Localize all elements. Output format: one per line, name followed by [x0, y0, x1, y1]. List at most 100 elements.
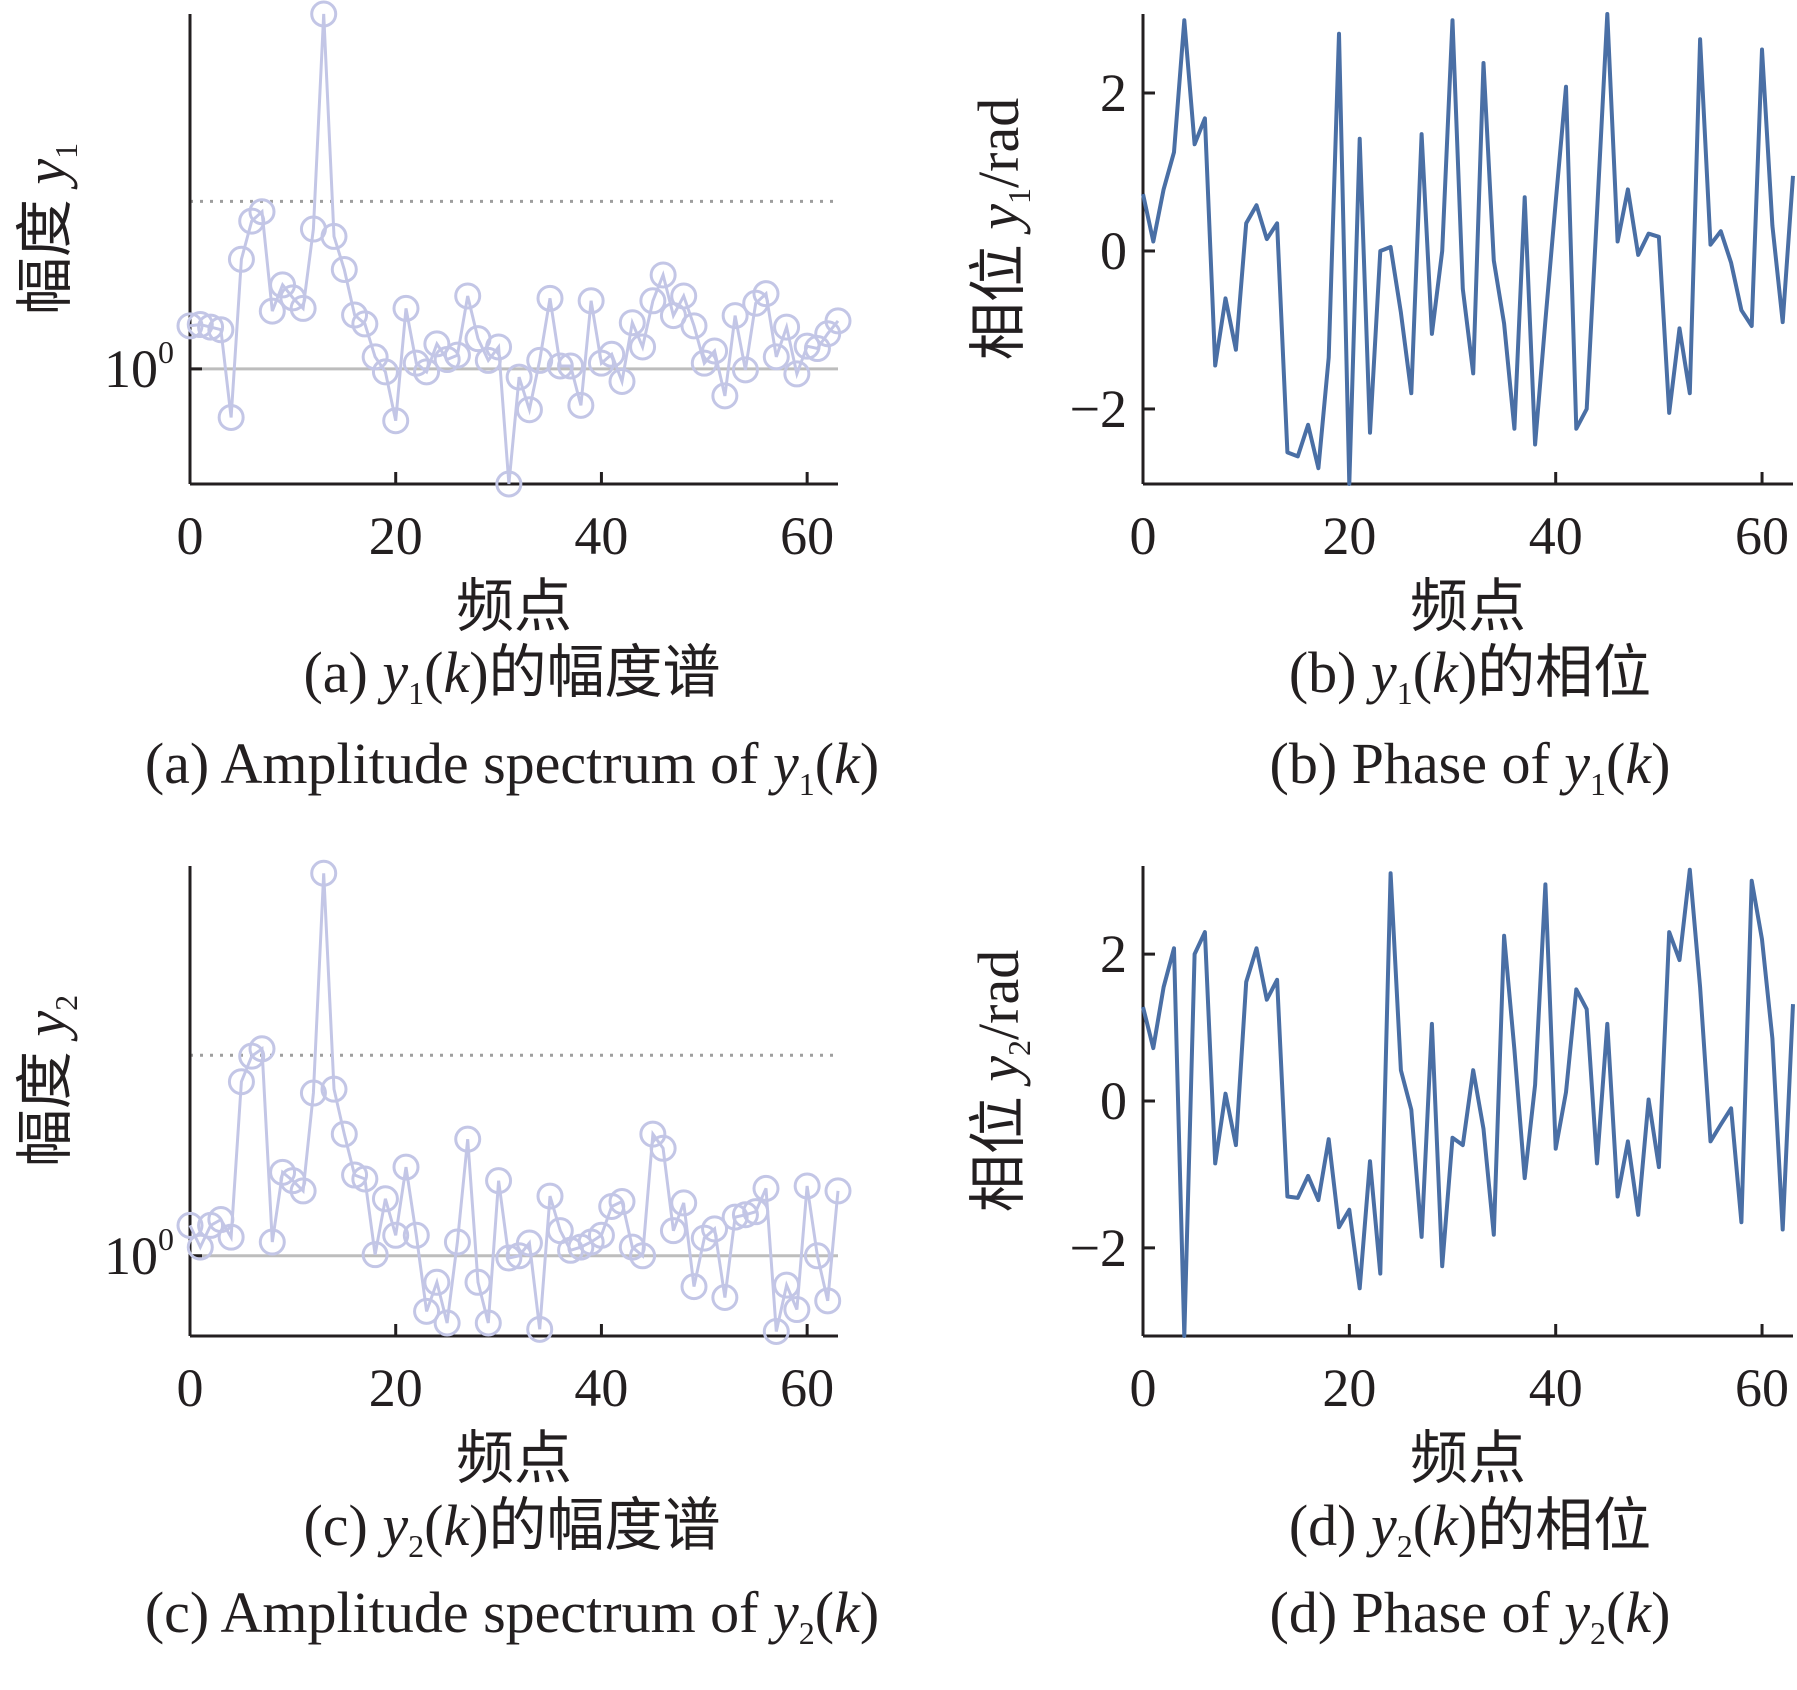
data-point — [526, 346, 554, 374]
data-point — [186, 311, 214, 339]
data-point — [176, 1211, 204, 1239]
data-point — [443, 1228, 471, 1256]
data-point — [258, 297, 286, 325]
data-point — [351, 310, 379, 338]
data-point — [299, 1079, 327, 1107]
data-point — [773, 1271, 801, 1299]
data-point — [567, 391, 595, 419]
y-axis-label: 幅度 y1 — [13, 143, 84, 315]
data-point — [464, 1268, 492, 1296]
y-tick-label: 0 — [1100, 1071, 1127, 1131]
data-point — [382, 407, 410, 435]
x-tick-label: 40 — [574, 506, 628, 566]
caption-chinese: (d) y2(k)的相位 — [1289, 1493, 1651, 1564]
data-point — [186, 1233, 214, 1261]
data-point — [783, 1296, 811, 1324]
data-point — [289, 1177, 317, 1205]
data-point — [392, 1153, 420, 1181]
data-point — [824, 1177, 852, 1205]
data-point — [814, 1287, 842, 1315]
x-axis-label: 频点 — [1410, 574, 1526, 639]
data-point — [423, 1268, 451, 1296]
y-tick-label: −2 — [1070, 379, 1127, 439]
data-point — [639, 287, 667, 315]
data-point — [258, 1228, 286, 1256]
data-point — [803, 1242, 831, 1270]
series-line — [1141, 867, 1795, 1338]
data-point — [248, 198, 276, 226]
data-point — [608, 367, 636, 395]
data-point — [351, 1165, 379, 1193]
x-tick-label: 60 — [1735, 1358, 1789, 1418]
data-point — [536, 1182, 564, 1210]
data-point — [382, 1221, 410, 1249]
y-tick-label: 100 — [104, 1221, 174, 1286]
data-point — [731, 356, 759, 384]
data-point — [413, 358, 441, 386]
data-point — [515, 1229, 543, 1257]
caption-chinese: (b) y1(k)的相位 — [1289, 640, 1651, 711]
x-tick-label: 0 — [177, 506, 204, 566]
data-point — [495, 1244, 523, 1272]
data-point — [793, 1172, 821, 1200]
data-point — [659, 1217, 687, 1245]
data-point — [587, 1221, 615, 1249]
data-point — [320, 222, 348, 250]
data-point — [279, 1167, 307, 1195]
panel-d: 0 20 40 60 −2 0 2 相位 y2/rad 频点(d) y2(k)的相位 (d) Ph… — [966, 866, 1795, 1651]
data-point — [392, 294, 420, 322]
x-tick-label: 20 — [369, 1358, 423, 1418]
series-line — [188, 873, 840, 1332]
data-point — [197, 313, 225, 341]
data-point — [371, 358, 399, 386]
x-tick-label: 60 — [1735, 506, 1789, 566]
data-point — [474, 1309, 502, 1337]
data-point — [454, 282, 482, 310]
y-tick-label: 100 — [104, 334, 174, 399]
data-point — [320, 1075, 348, 1103]
data-point — [330, 1120, 358, 1148]
data-point — [330, 255, 358, 283]
data-point — [680, 312, 708, 340]
data-point — [680, 1273, 708, 1301]
x-axis-label: 频点 — [456, 574, 572, 639]
data-point — [546, 352, 574, 380]
data-point — [310, 859, 338, 887]
data-point — [649, 1134, 677, 1162]
x-axis-label: 频点 — [1410, 1426, 1526, 1491]
data-point — [670, 1189, 698, 1217]
data-point — [577, 287, 605, 315]
data-point — [310, 0, 338, 28]
x-tick-label: 60 — [780, 506, 834, 566]
data-point — [217, 403, 245, 431]
data-point — [505, 363, 533, 391]
x-tick-label: 60 — [780, 1358, 834, 1418]
caption-english: (a) Amplitude spectrum of y1(k) — [145, 731, 879, 802]
data-point — [207, 316, 235, 344]
data-point — [762, 1318, 790, 1346]
y-axis-label: 幅度 y2 — [13, 995, 84, 1167]
x-tick-label: 0 — [1130, 1358, 1157, 1418]
data-point — [454, 1125, 482, 1153]
data-point — [361, 1241, 389, 1269]
data-point — [433, 1309, 461, 1337]
data-point — [670, 282, 698, 310]
data-point — [742, 1198, 770, 1226]
series-line — [1141, 12, 1795, 486]
data-point — [731, 1201, 759, 1229]
y-tick-label: 2 — [1100, 63, 1127, 123]
data-point — [485, 1167, 513, 1195]
y-tick-label: 2 — [1100, 924, 1127, 984]
data-point — [371, 1185, 399, 1213]
y-axis-label: 相位 y2/rad — [966, 950, 1037, 1212]
data-point — [515, 396, 543, 424]
data-point — [752, 280, 780, 308]
data-point — [721, 302, 749, 330]
data-point — [752, 1174, 780, 1202]
data-point — [495, 470, 523, 498]
x-tick-label: 40 — [1529, 1358, 1583, 1418]
data-point — [176, 312, 204, 340]
data-point — [248, 1035, 276, 1063]
data-point — [289, 294, 317, 322]
